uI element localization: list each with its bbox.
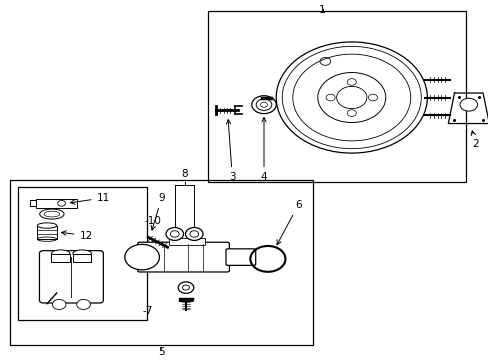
Ellipse shape — [73, 250, 91, 257]
Text: 6: 6 — [277, 200, 301, 245]
Bar — [207, 12, 466, 182]
Bar — [168, 238, 205, 245]
Text: 4: 4 — [260, 117, 267, 182]
Text: 11: 11 — [70, 193, 109, 204]
Bar — [10, 180, 312, 345]
Circle shape — [367, 94, 377, 101]
Circle shape — [346, 78, 356, 85]
Bar — [73, 253, 91, 262]
Circle shape — [124, 244, 159, 270]
Circle shape — [346, 110, 356, 116]
Bar — [37, 226, 57, 239]
Bar — [36, 199, 77, 208]
Text: 3: 3 — [226, 120, 235, 182]
Ellipse shape — [51, 250, 70, 257]
Circle shape — [52, 300, 66, 310]
Circle shape — [58, 201, 65, 206]
FancyBboxPatch shape — [225, 249, 255, 265]
Text: 12: 12 — [61, 231, 92, 240]
Text: 5: 5 — [158, 347, 164, 357]
FancyBboxPatch shape — [138, 242, 229, 272]
Circle shape — [459, 98, 477, 111]
Circle shape — [185, 228, 203, 240]
Circle shape — [276, 42, 427, 153]
Ellipse shape — [37, 223, 57, 228]
Text: 9: 9 — [151, 193, 164, 230]
Ellipse shape — [40, 209, 64, 219]
Circle shape — [260, 102, 267, 107]
Circle shape — [77, 300, 90, 310]
Circle shape — [251, 96, 276, 114]
Circle shape — [325, 94, 334, 101]
Bar — [18, 187, 147, 320]
Text: 8: 8 — [181, 169, 187, 179]
Text: -7: -7 — [142, 306, 152, 316]
Circle shape — [317, 72, 385, 122]
Circle shape — [178, 282, 193, 293]
FancyBboxPatch shape — [40, 251, 103, 303]
Text: -10: -10 — [144, 216, 161, 226]
Text: 1: 1 — [318, 5, 325, 15]
Circle shape — [165, 228, 183, 240]
Bar — [51, 253, 70, 262]
Text: 2: 2 — [470, 131, 478, 149]
